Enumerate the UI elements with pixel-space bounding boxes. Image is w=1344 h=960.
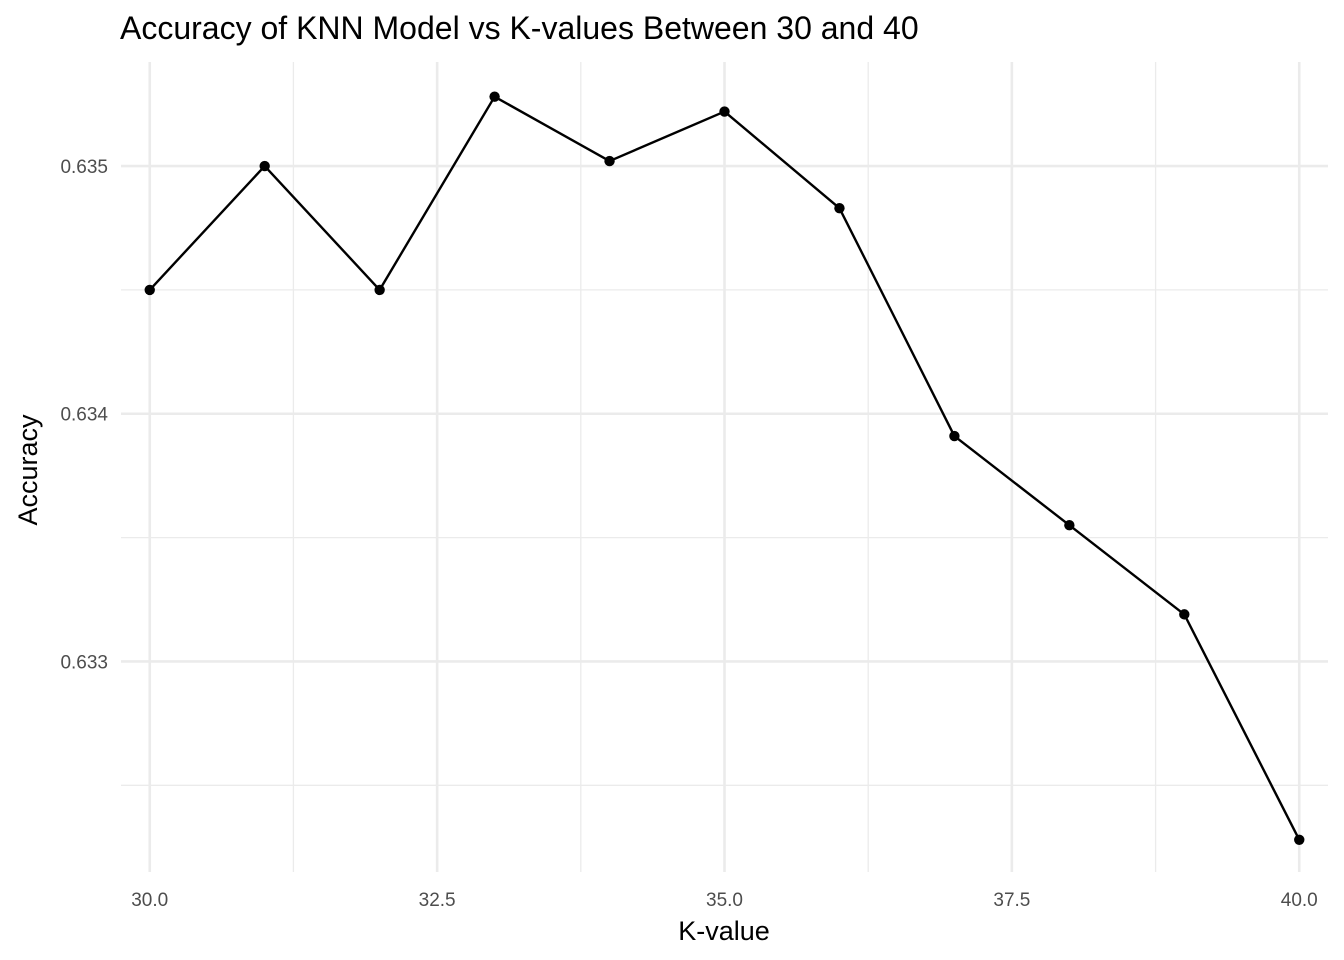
data-point (1294, 834, 1305, 845)
x-axis-title: K-value (678, 916, 770, 946)
y-axis-ticks: 0.633 0.634 0.635 (60, 157, 108, 673)
data-point (144, 284, 155, 296)
x-tick-label: 30.0 (131, 890, 168, 911)
y-tick-label: 0.633 (60, 652, 108, 673)
data-point (1064, 520, 1075, 531)
data-point (374, 284, 385, 296)
x-tick-label: 40.0 (1281, 890, 1318, 911)
series-layer (144, 91, 1305, 845)
data-point (834, 202, 845, 214)
data-point (259, 160, 270, 172)
data-point (1179, 609, 1190, 620)
x-axis-ticks: 30.0 32.5 35.0 37.5 40.0 (131, 890, 1318, 911)
data-point (949, 430, 960, 442)
x-tick-label: 32.5 (419, 890, 456, 911)
data-point (719, 106, 730, 117)
chart-title: Accuracy of KNN Model vs K-values Betwee… (120, 10, 919, 46)
data-point (489, 91, 500, 102)
y-axis-title: Accuracy (13, 414, 43, 526)
y-tick-label: 0.635 (60, 157, 108, 178)
x-tick-label: 37.5 (993, 890, 1030, 911)
grid (121, 62, 1328, 872)
y-tick-label: 0.634 (60, 405, 108, 426)
data-point (604, 155, 615, 167)
x-tick-label: 35.0 (706, 890, 743, 911)
